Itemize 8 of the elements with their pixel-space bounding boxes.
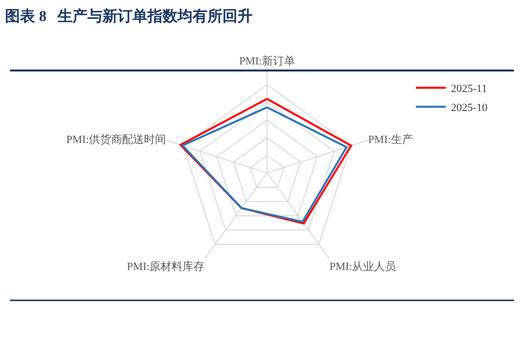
legend-label: 2025-11 [450, 83, 488, 96]
legend-label: 2025-10 [450, 102, 488, 114]
spoke-label: PMI:新订单 [239, 54, 295, 68]
chart-title: 图表 8 生产与新订单指数均有所回升 [5, 6, 253, 25]
spoke-label: PMI:供货商配送时间 [66, 133, 166, 146]
spoke-label: PMI:从业人员 [330, 260, 396, 274]
spoke-label: PMI:生产 [368, 133, 413, 146]
spoke-label: PMI:原材料库存 [126, 260, 205, 274]
